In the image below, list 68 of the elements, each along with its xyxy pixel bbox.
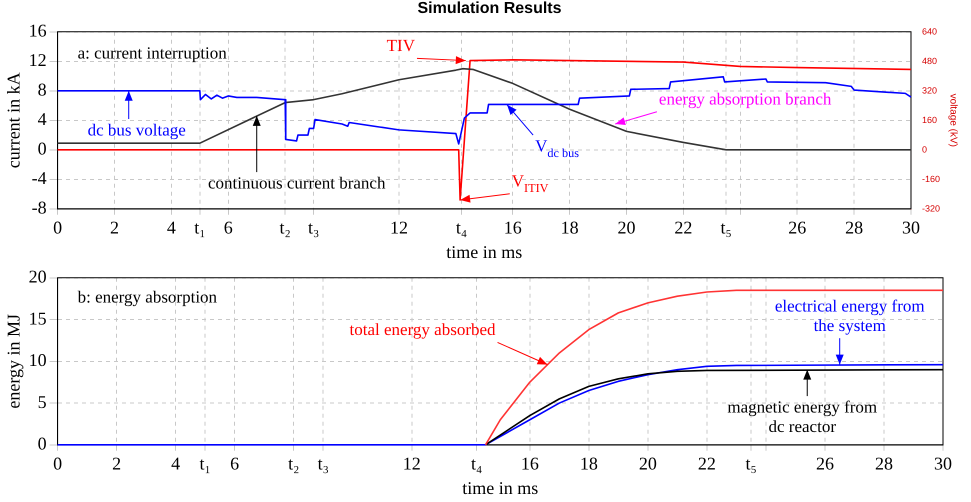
x-tick-label: 6 xyxy=(230,453,240,474)
x-tick-label: 4 xyxy=(171,453,180,474)
y2-tick-label: 640 xyxy=(922,26,938,36)
x-tick-label: 16 xyxy=(504,217,522,238)
x-tick-label: 18 xyxy=(580,453,598,474)
x-tick-label: 20 xyxy=(638,453,657,474)
x-tick-label: t₄ xyxy=(456,217,468,238)
x-tick-label: t₅ xyxy=(720,217,732,238)
y2-tick-label: -320 xyxy=(922,203,940,214)
x-tick-label: 22 xyxy=(674,217,692,238)
y-tick-label: 5 xyxy=(38,392,47,412)
x-tick-label: 4 xyxy=(166,217,176,238)
x-tick-label: t₃ xyxy=(318,453,329,474)
x-tick-label: 0 xyxy=(53,453,62,474)
x-tick-label: 28 xyxy=(845,217,864,238)
x-tick-label: 18 xyxy=(560,217,579,238)
chart-title: Simulation Results xyxy=(416,0,563,18)
y-tick-label: -8 xyxy=(32,198,47,218)
y2-tick-label: -160 xyxy=(922,174,940,184)
x-tick-label: 2 xyxy=(112,453,122,474)
y-tick-label: 16 xyxy=(28,20,47,41)
y-tick-label: 12 xyxy=(28,50,47,70)
x-tick-label: t₁ xyxy=(200,453,211,474)
x-tick-label: 30 xyxy=(902,217,920,238)
y-tick-label: 10 xyxy=(28,350,47,370)
annotation: energy absorption branch xyxy=(658,89,832,108)
x-tick-label: 2 xyxy=(110,217,119,238)
x-axis-title: time in ms xyxy=(462,478,538,498)
x-tick-label: 16 xyxy=(520,453,539,474)
y-tick-label: 20 xyxy=(28,266,47,287)
y-tick-label: 4 xyxy=(38,109,47,130)
y2-tick-label: 160 xyxy=(922,114,938,125)
y-tick-label: 0 xyxy=(38,434,47,454)
y-tick-label: -4 xyxy=(32,168,47,188)
x-tick-label: 22 xyxy=(698,453,716,474)
annotation: dc bus voltage xyxy=(88,120,186,140)
y2-tick-label: 0 xyxy=(922,144,927,154)
y2-tick-label: 480 xyxy=(922,56,938,66)
annotation: total energy absorbed xyxy=(350,320,496,340)
x-axis-title: time in ms xyxy=(446,242,522,262)
annotation: magnetic energy from dc reactor xyxy=(727,397,878,436)
annotation: b: energy absorption xyxy=(78,287,218,306)
x-tick-label: t₄ xyxy=(471,453,482,474)
x-tick-label: t₂ xyxy=(280,217,291,238)
y2-tick-label: 320 xyxy=(922,85,938,96)
x-tick-label: 26 xyxy=(816,453,834,474)
x-tick-label: 28 xyxy=(874,453,893,474)
y-tick-label: 15 xyxy=(28,308,47,328)
x-tick-label: 30 xyxy=(934,453,952,474)
annotation: continuous current branch xyxy=(208,173,386,192)
x-tick-label: 0 xyxy=(53,217,62,238)
y-tick-label: 8 xyxy=(38,80,47,100)
x-tick-label: t₂ xyxy=(288,453,300,474)
x-tick-label: 12 xyxy=(402,453,421,474)
x-tick-label: 20 xyxy=(618,217,636,238)
x-tick-label: 12 xyxy=(390,217,408,238)
annotation: electrical energy from the system xyxy=(774,296,925,335)
x-tick-label: t₁ xyxy=(194,217,206,238)
annotation: TIV xyxy=(386,36,416,56)
y-axis-title: current in kA xyxy=(4,72,24,168)
x-tick-label: 6 xyxy=(224,217,233,238)
y2-axis-title: voltage (kV) xyxy=(947,94,958,147)
y-tick-label: 0 xyxy=(38,138,47,159)
x-tick-label: t₅ xyxy=(746,453,757,474)
annotation: a: current interruption xyxy=(78,43,228,62)
x-tick-label: 26 xyxy=(788,217,806,238)
x-tick-label: t₃ xyxy=(308,217,320,238)
y-axis-title: energy in MJ xyxy=(4,314,24,409)
